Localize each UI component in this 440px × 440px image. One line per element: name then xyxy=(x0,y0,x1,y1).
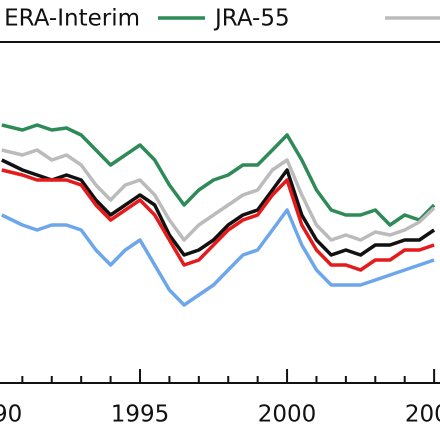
legend-label: ERA-Interim xyxy=(4,6,140,32)
legend-label: JRA-55 xyxy=(213,6,290,32)
x-tick-label: 1995 xyxy=(111,402,170,428)
series-line xyxy=(1,158,436,257)
series-line xyxy=(1,168,435,272)
series-line xyxy=(1,148,436,242)
x-tick-label: 2005 xyxy=(405,402,440,428)
x-tick-label: 2000 xyxy=(258,402,317,428)
x-tick-label: 1990 xyxy=(0,402,22,428)
series-line xyxy=(1,123,436,227)
series-line xyxy=(1,208,435,307)
